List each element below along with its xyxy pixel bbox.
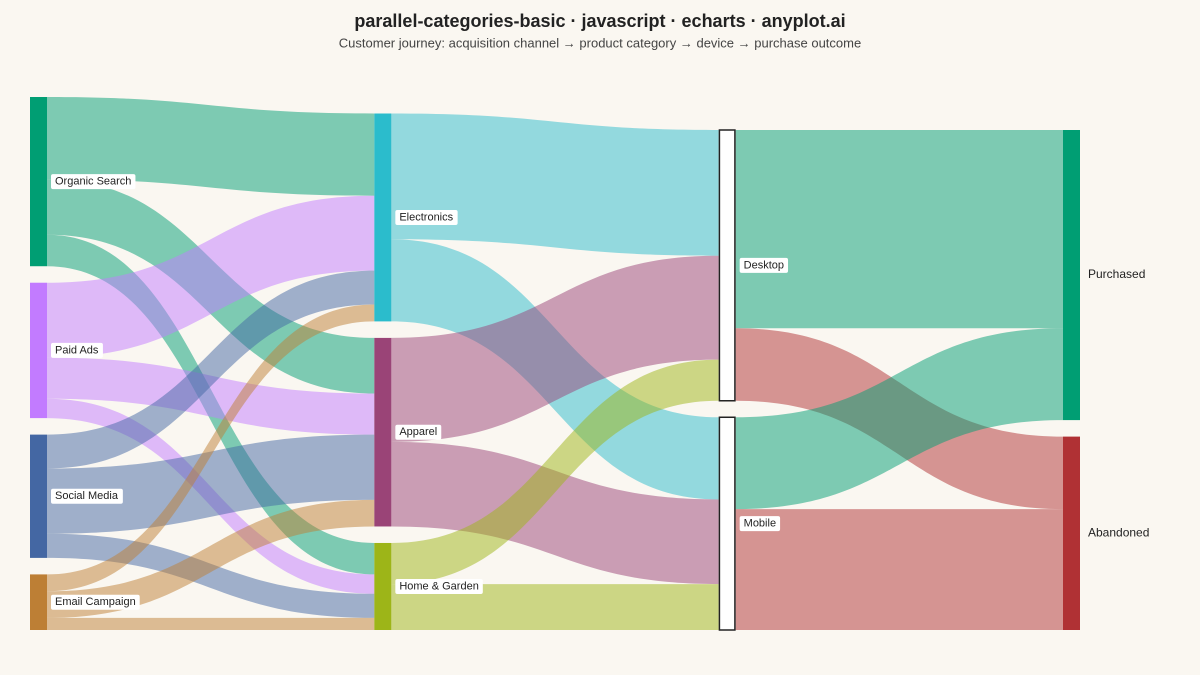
link [47,195,375,358]
link [735,509,1063,630]
nodes: Organic Search Paid Ads Social Media Email … [30,97,1149,631]
node-label: Electronics [399,211,453,223]
link [735,328,1063,510]
node-label: Home & Garden [399,580,478,592]
node [1063,436,1080,630]
node-label-box [51,342,103,358]
link [391,359,719,585]
node [374,113,392,322]
node-label-box [51,594,140,610]
link [47,270,375,469]
node [1063,130,1080,421]
links [47,97,1063,630]
node-label: Email Campaign [55,596,136,608]
node-label-box [51,488,123,504]
node-label: Paid Ads [55,344,99,356]
node-label: Purchased [1088,267,1145,281]
node [30,282,47,419]
node-label: Social Media [55,490,119,502]
node-label: Mobile [744,518,776,530]
link [391,255,719,442]
node [718,416,736,631]
link [735,130,1063,329]
chart-subtitle: Customer journey: acquisition channel → … [339,35,861,50]
node-label: Desktop [744,259,784,271]
link [47,434,375,534]
link [47,304,375,592]
node [374,337,392,527]
node-label-box [739,257,789,273]
link [47,617,375,630]
link [391,441,719,585]
node [374,542,392,630]
node-label-box [395,424,442,440]
node-label-box [739,516,781,532]
node-label-box [51,174,136,190]
node [30,434,47,558]
node-label: Apparel [399,426,437,438]
link [391,584,719,630]
node [30,97,47,267]
link [391,113,719,256]
node [30,574,47,630]
node [718,129,736,402]
link [47,499,375,618]
node-label-box [395,578,483,594]
node-label: Organic Search [55,176,131,188]
node-label: Abandoned [1088,525,1149,539]
link [47,357,375,435]
node-label-box [395,209,458,225]
link [47,97,375,196]
chart-title: parallel-categories-basic · javascript ·… [354,11,845,31]
